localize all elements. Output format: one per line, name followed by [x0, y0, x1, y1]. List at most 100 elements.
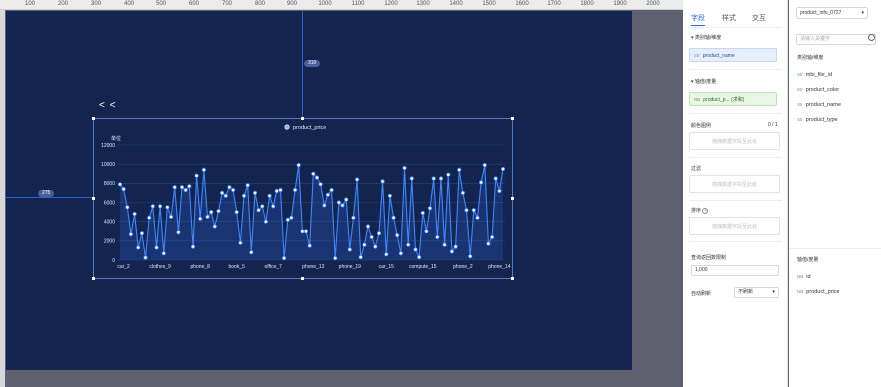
data-point — [369, 234, 374, 240]
left-ruler — [0, 10, 5, 387]
chart-widget-frame[interactable]: product_price 单位 0 2000 4000 6000 8000 10000 120… — [93, 118, 513, 279]
data-point — [121, 187, 126, 192]
data-point — [471, 208, 476, 213]
resize-handle[interactable] — [511, 277, 514, 280]
color-legend-dropzone[interactable]: 拖拽数据字段至此处 — [689, 132, 780, 150]
sort-dropzone[interactable]: 拖拽数据字段至此处 — [689, 217, 780, 235]
resize-handle[interactable] — [301, 117, 304, 120]
data-point — [307, 243, 312, 248]
ruler-tick: 300 — [90, 1, 102, 7]
help-circle-icon[interactable]: ? — [702, 208, 709, 214]
data-point — [289, 215, 294, 220]
data-point — [311, 171, 316, 176]
chevron-down-icon: ▾ — [772, 289, 775, 295]
data-point — [201, 167, 207, 173]
data-point — [395, 233, 400, 238]
data-point — [278, 187, 283, 193]
data-point — [165, 205, 170, 210]
data-point — [241, 193, 247, 198]
measure-field-chip[interactable]: NB product_p... (求和) — [689, 92, 777, 106]
data-point — [150, 204, 155, 209]
data-point — [402, 165, 407, 171]
tab-style[interactable]: 样式 — [722, 15, 736, 22]
resize-handle[interactable] — [92, 117, 95, 120]
data-point — [427, 206, 433, 211]
list-item[interactable]: Str product_color — [797, 87, 840, 93]
ruler-tick: 1500 — [482, 1, 496, 7]
list-item[interactable]: Str product_type — [797, 117, 838, 123]
data-point — [464, 208, 469, 213]
ruler-tick: 1700 — [547, 1, 561, 7]
tab-fields[interactable]: 字段 — [691, 13, 705, 26]
list-item[interactable]: NB id — [797, 274, 811, 280]
data-point — [336, 200, 341, 205]
list-item[interactable]: NB product_price — [797, 289, 840, 295]
data-point — [362, 242, 367, 247]
search-icon[interactable] — [868, 34, 875, 41]
data-point — [183, 187, 188, 193]
data-point — [497, 188, 502, 194]
filter-dropzone[interactable]: 拖拽数据字段至此处 — [689, 175, 780, 193]
refresh-select[interactable]: 不刷新 ▾ — [734, 287, 779, 298]
data-point — [435, 234, 440, 240]
data-point — [475, 215, 480, 220]
list-item[interactable]: Str mbi_file_id — [797, 72, 833, 78]
resize-handle[interactable] — [301, 277, 304, 280]
resize-handle[interactable] — [511, 197, 514, 200]
data-point — [223, 193, 228, 198]
measure-list-header: 轴值/度量 — [797, 257, 819, 263]
data-point — [285, 217, 290, 222]
data-point — [267, 193, 272, 198]
data-point — [406, 242, 411, 247]
ruler-tick: 700 — [221, 1, 233, 7]
data-point — [325, 192, 330, 197]
data-point — [493, 176, 498, 181]
data-point — [172, 185, 177, 190]
resize-handle[interactable] — [92, 277, 95, 280]
x-tick-label: car_2 — [117, 264, 130, 270]
ruler-tick: 100 — [24, 1, 36, 7]
data-point — [231, 187, 236, 193]
x-tick-label: phone_8 — [190, 264, 210, 270]
data-point — [303, 229, 309, 234]
y-tick-label: 12000 — [101, 143, 115, 149]
x-tick-label: phone_2 — [453, 264, 473, 270]
data-point — [220, 190, 225, 196]
top-ruler: 100 200 300 400 500 600 700 800 900 1000… — [0, 0, 683, 10]
data-point — [161, 251, 166, 256]
dashboard-canvas[interactable] — [6, 11, 632, 370]
data-point — [358, 255, 363, 260]
color-legend-count: 0 / 1 — [768, 122, 778, 128]
data-point — [333, 256, 338, 261]
x-tick-label: compute_15 — [409, 264, 437, 270]
ruler-tick: 500 — [155, 1, 167, 7]
y-tick-label: 2000 — [104, 239, 115, 245]
field-search-input[interactable]: 请输入关键字 — [796, 34, 876, 45]
dimension-section-label: ▾ 类别轴/维度 — [691, 35, 722, 41]
measure-section-label: ▾ 轴值/度量 — [691, 79, 717, 85]
dimension-list-header: 类别轴/维度 — [797, 55, 824, 61]
data-point — [329, 187, 334, 193]
data-point — [179, 185, 185, 190]
filter-label: 过滤 — [691, 166, 702, 172]
list-item[interactable]: Str product_name — [797, 102, 841, 108]
data-point — [245, 183, 250, 188]
resize-handle[interactable] — [511, 117, 514, 120]
dataset-select[interactable]: product_info_0727 ▾ — [796, 7, 868, 19]
data-point — [424, 229, 429, 234]
ruler-tick: 200 — [57, 1, 69, 7]
data-point — [274, 188, 279, 194]
ruler-tick: 900 — [286, 1, 298, 7]
ruler-tick: 800 — [254, 1, 266, 7]
data-point — [376, 231, 382, 236]
data-point — [438, 176, 444, 181]
dimension-field-chip[interactable]: Str product_name — [689, 48, 777, 62]
collapse-toggle[interactable]: < < — [99, 100, 117, 111]
resize-handle[interactable] — [92, 197, 95, 200]
data-point — [187, 184, 192, 189]
divider — [789, 248, 881, 249]
ruler-tick: 1400 — [449, 1, 463, 7]
tab-interaction[interactable]: 交互 — [752, 15, 766, 22]
data-point — [398, 251, 403, 256]
limit-input[interactable]: 1,000 — [691, 265, 779, 276]
